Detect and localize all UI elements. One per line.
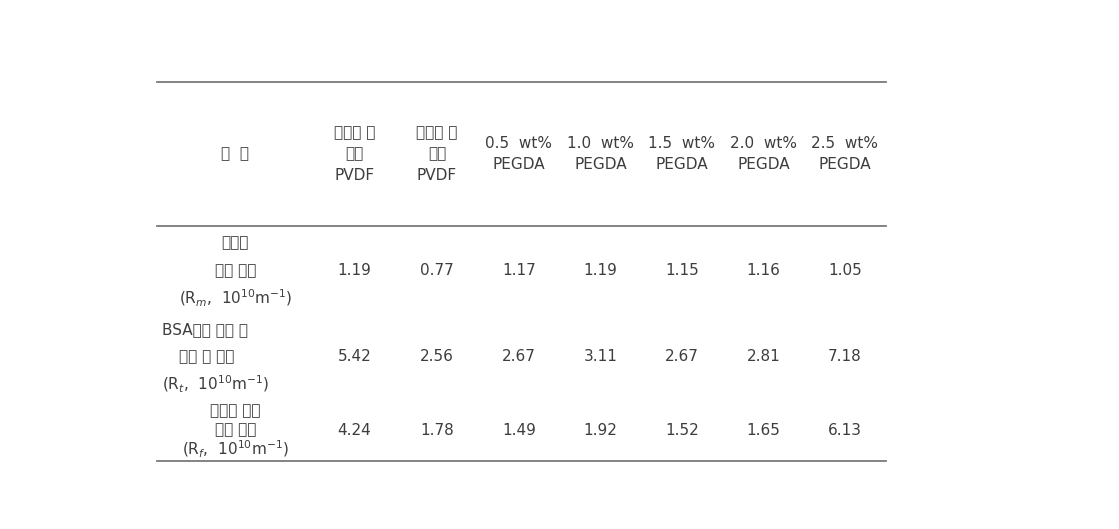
Text: 1.15: 1.15 (665, 263, 698, 278)
Text: 4.24: 4.24 (338, 423, 372, 437)
Text: 3.11: 3.11 (583, 349, 618, 364)
Text: 오염 저항: 오염 저항 (215, 423, 256, 437)
Text: 1.05: 1.05 (828, 263, 862, 278)
Text: 2.5  wt%
PEGDA: 2.5 wt% PEGDA (811, 136, 878, 172)
Text: 1.49: 1.49 (502, 423, 536, 437)
Text: 0.5  wt%
PEGDA: 0.5 wt% PEGDA (486, 136, 553, 172)
Text: 분리막: 분리막 (222, 235, 248, 250)
Text: 상업용 친
수성
PVDF: 상업용 친 수성 PVDF (416, 125, 458, 183)
Text: 5.42: 5.42 (338, 349, 372, 364)
Text: 고유 저항: 고유 저항 (215, 263, 256, 278)
Text: BSA용액 투과 시: BSA용액 투과 시 (161, 322, 247, 337)
Text: 2.81: 2.81 (746, 349, 780, 364)
Text: 1.19: 1.19 (583, 263, 618, 278)
Text: 1.16: 1.16 (746, 263, 780, 278)
Text: 1.5  wt%
PEGDA: 1.5 wt% PEGDA (648, 136, 715, 172)
Text: 상업용 소
수성
PVDF: 상업용 소 수성 PVDF (333, 125, 375, 183)
Text: 2.67: 2.67 (502, 349, 536, 364)
Text: (R$_m$,  10$^{10}$m$^{-1}$): (R$_m$, 10$^{10}$m$^{-1}$) (179, 288, 292, 309)
Text: 구  분: 구 분 (222, 147, 250, 162)
Text: 0.77: 0.77 (420, 263, 454, 278)
Text: (R$_t$,  10$^{10}$m$^{-1}$): (R$_t$, 10$^{10}$m$^{-1}$) (161, 373, 269, 395)
Text: 2.0  wt%
PEGDA: 2.0 wt% PEGDA (730, 136, 797, 172)
Text: 1.78: 1.78 (420, 423, 454, 437)
Text: 1.17: 1.17 (502, 263, 536, 278)
Text: 2.67: 2.67 (665, 349, 699, 364)
Text: 분리막 전체: 분리막 전체 (210, 403, 261, 418)
Text: (R$_f$,  10$^{10}$m$^{-1}$): (R$_f$, 10$^{10}$m$^{-1}$) (182, 439, 289, 460)
Text: 6.13: 6.13 (828, 423, 862, 437)
Text: 1.65: 1.65 (746, 423, 780, 437)
Text: 1.19: 1.19 (338, 263, 372, 278)
Text: 1.0  wt%
PEGDA: 1.0 wt% PEGDA (567, 136, 633, 172)
Text: 전체 막 저항: 전체 막 저항 (179, 349, 234, 364)
Text: 7.18: 7.18 (828, 349, 862, 364)
Text: 1.92: 1.92 (583, 423, 618, 437)
Text: 2.56: 2.56 (420, 349, 454, 364)
Text: 1.52: 1.52 (665, 423, 698, 437)
